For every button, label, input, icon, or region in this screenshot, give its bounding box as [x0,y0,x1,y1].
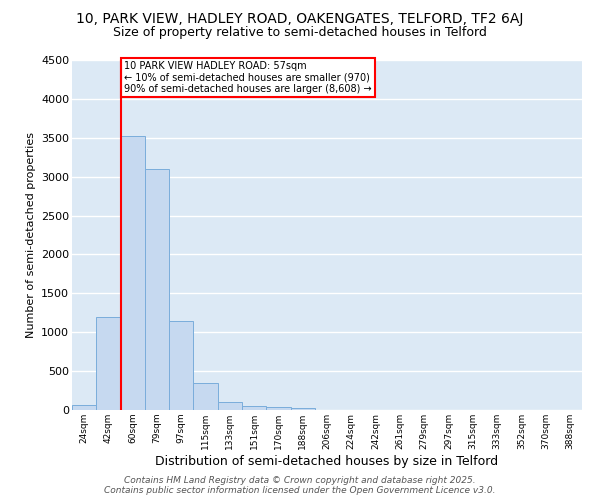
Bar [266,408,290,410]
Bar [96,316,121,410]
Text: Size of property relative to semi-detached houses in Telford: Size of property relative to semi-detach… [113,26,487,39]
Text: 10, PARK VIEW, HADLEY ROAD, OAKENGATES, TELFORD, TF2 6AJ: 10, PARK VIEW, HADLEY ROAD, OAKENGATES, … [76,12,524,26]
Bar [145,169,169,410]
Text: 10 PARK VIEW HADLEY ROAD: 57sqm
← 10% of semi-detached houses are smaller (970)
: 10 PARK VIEW HADLEY ROAD: 57sqm ← 10% of… [124,61,372,94]
Bar [218,402,242,410]
Bar [290,408,315,410]
Bar [242,406,266,410]
Text: Contains HM Land Registry data © Crown copyright and database right 2025.
Contai: Contains HM Land Registry data © Crown c… [104,476,496,495]
Y-axis label: Number of semi-detached properties: Number of semi-detached properties [26,132,35,338]
Bar [169,320,193,410]
Bar [121,136,145,410]
X-axis label: Distribution of semi-detached houses by size in Telford: Distribution of semi-detached houses by … [155,454,499,468]
Bar [193,383,218,410]
Bar [72,404,96,410]
